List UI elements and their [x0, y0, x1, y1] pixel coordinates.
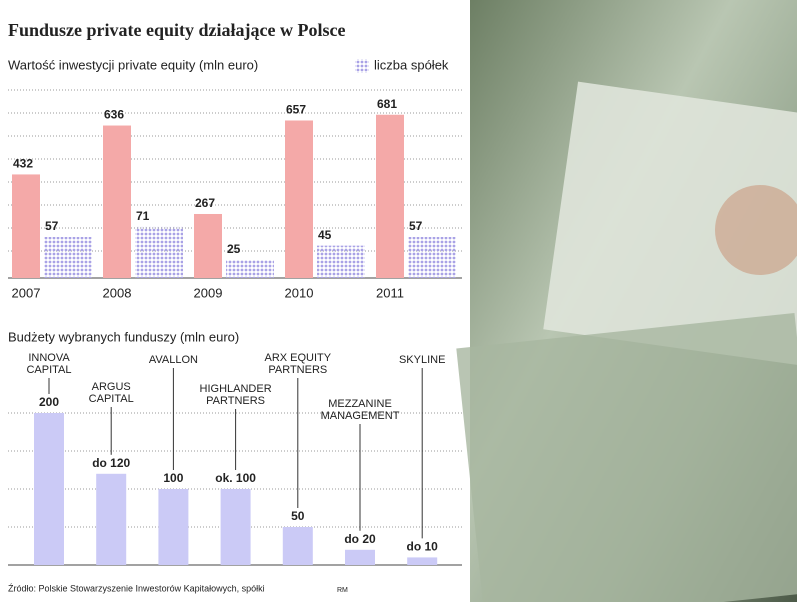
category-label: ARGUS CAPITAL — [89, 381, 134, 405]
title: Fundusze private equity działające w Pol… — [8, 20, 345, 40]
source: Źródło: Polskie Stowarzyszenie Inwestoró… — [8, 583, 265, 593]
bar — [220, 489, 251, 565]
value-label: 57 — [409, 219, 423, 233]
value-label: 50 — [291, 509, 305, 523]
x-tick-label: 2008 — [103, 285, 132, 300]
value-label: 200 — [39, 395, 59, 409]
value-label: ok. 100 — [215, 471, 256, 485]
x-tick-label: 2007 — [12, 285, 41, 300]
subtitle: Budżety wybranych funduszy (mln euro) — [8, 329, 239, 344]
value-label: do 20 — [344, 532, 376, 546]
value-label: do 120 — [92, 456, 130, 470]
bar — [34, 413, 64, 565]
legend-swatch — [355, 59, 369, 73]
value-label: 657 — [286, 103, 306, 117]
category-label: AVALLON — [149, 354, 198, 366]
bar — [194, 213, 222, 278]
bar — [96, 473, 127, 565]
bar — [103, 125, 131, 279]
bar — [12, 174, 40, 278]
value-label: 71 — [136, 209, 150, 223]
bar — [317, 245, 365, 278]
value-label: 100 — [163, 471, 183, 485]
value-label: 57 — [45, 219, 59, 233]
category-label: MEZZANINE MANAGEMENT — [321, 398, 400, 422]
value-label: 432 — [13, 157, 33, 171]
value-label: 681 — [377, 97, 397, 111]
category-label: HIGHLANDER PARTNERS — [200, 383, 272, 407]
legend-label: liczba spółek — [374, 57, 449, 72]
category-label: ARX EQUITY PARTNERS — [264, 352, 331, 376]
bar — [226, 260, 274, 278]
value-label: do 10 — [407, 540, 439, 554]
bar — [407, 557, 438, 565]
value-label: 45 — [318, 228, 332, 242]
subtitle: Wartość inwestycji private equity (mln e… — [8, 57, 258, 72]
bar — [158, 489, 189, 565]
value-label: 25 — [227, 242, 241, 256]
photo — [456, 0, 797, 602]
bar — [135, 226, 183, 278]
value-label: 636 — [104, 108, 124, 122]
category-label: SKYLINE — [399, 354, 445, 366]
x-tick-label: 2010 — [285, 285, 314, 300]
value-label: 267 — [195, 196, 215, 210]
category-label: INNOVA CAPITAL — [26, 352, 71, 376]
bar — [282, 527, 313, 565]
bar — [285, 120, 313, 278]
bar — [408, 237, 456, 278]
author: RM — [337, 587, 348, 594]
bar — [376, 114, 404, 278]
x-tick-label: 2009 — [194, 285, 223, 300]
x-tick-label: 2011 — [376, 285, 404, 300]
bar — [44, 237, 92, 278]
bar — [345, 549, 375, 565]
